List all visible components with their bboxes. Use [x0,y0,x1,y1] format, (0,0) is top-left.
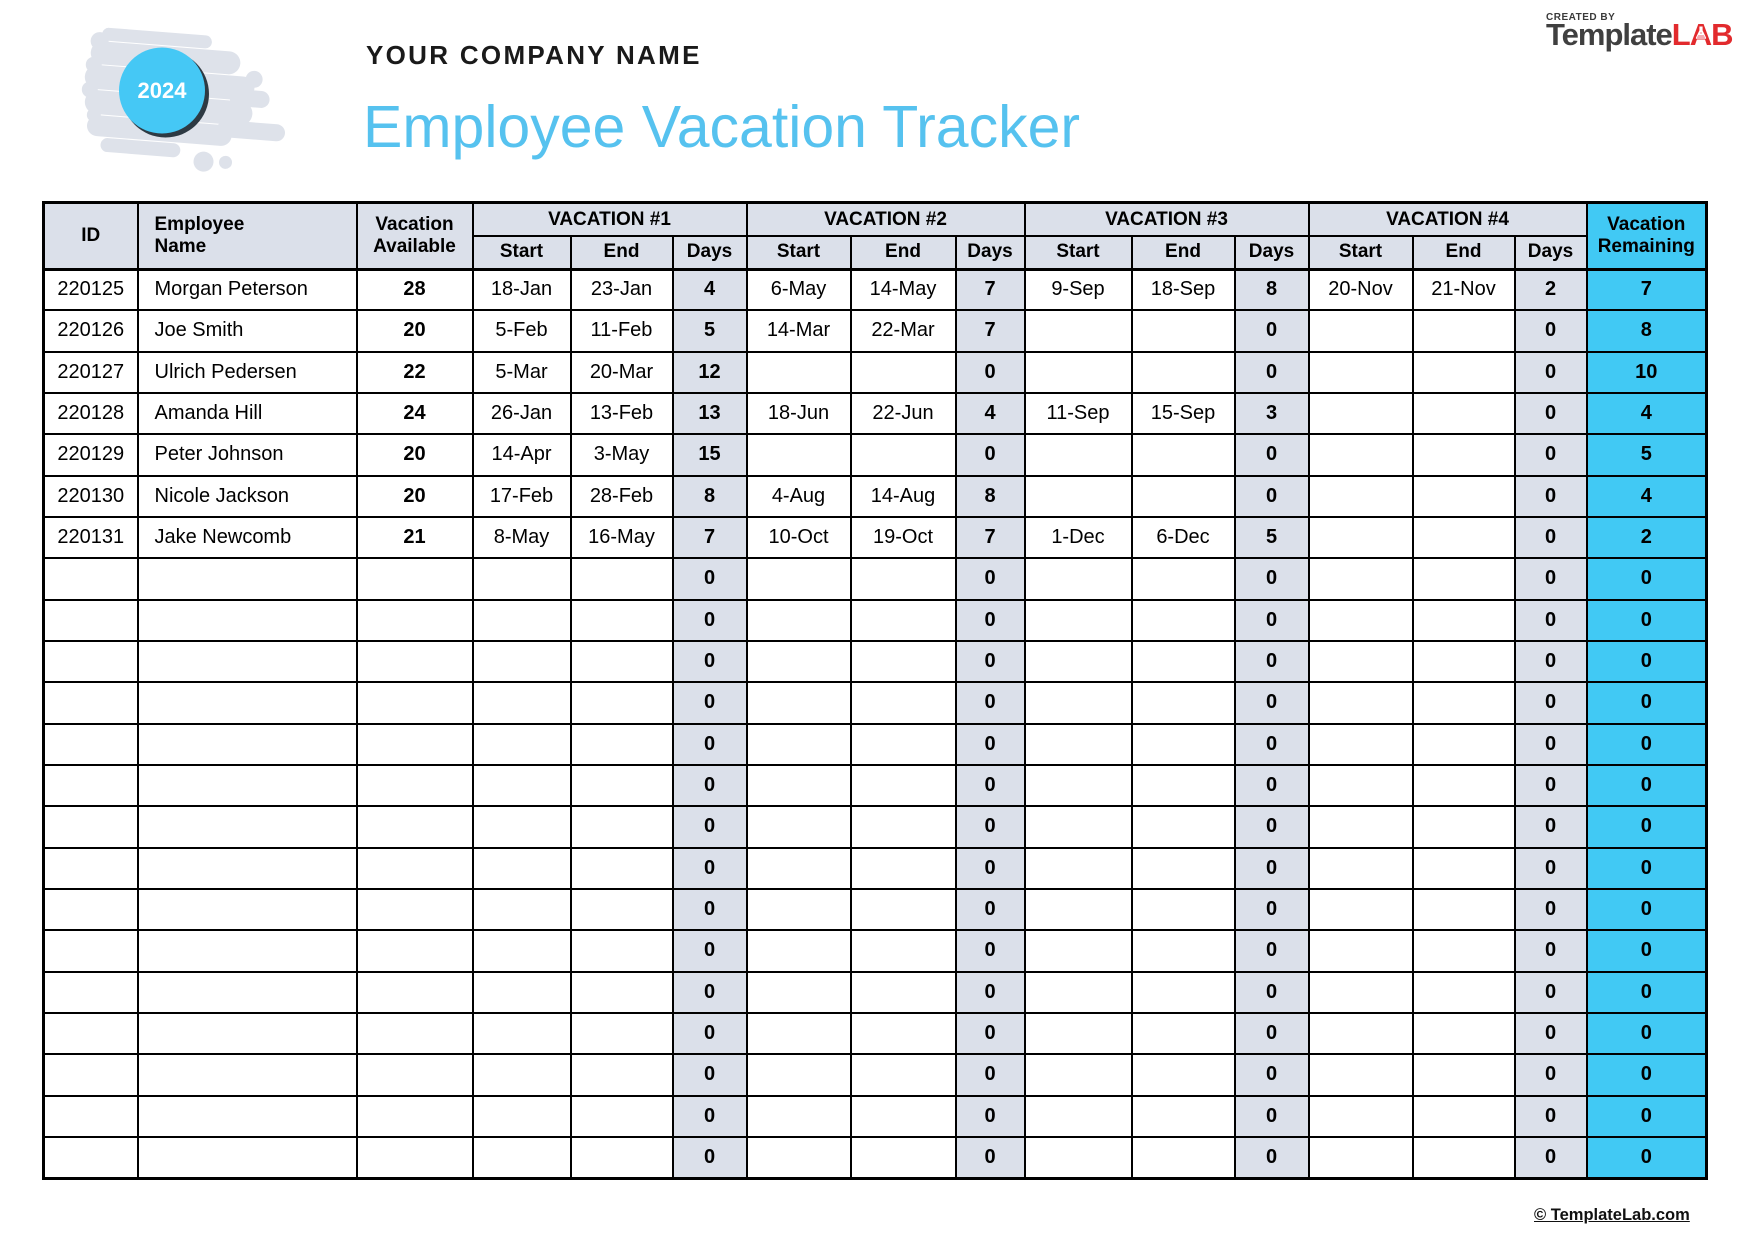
svg-text:2024: 2024 [138,78,188,103]
